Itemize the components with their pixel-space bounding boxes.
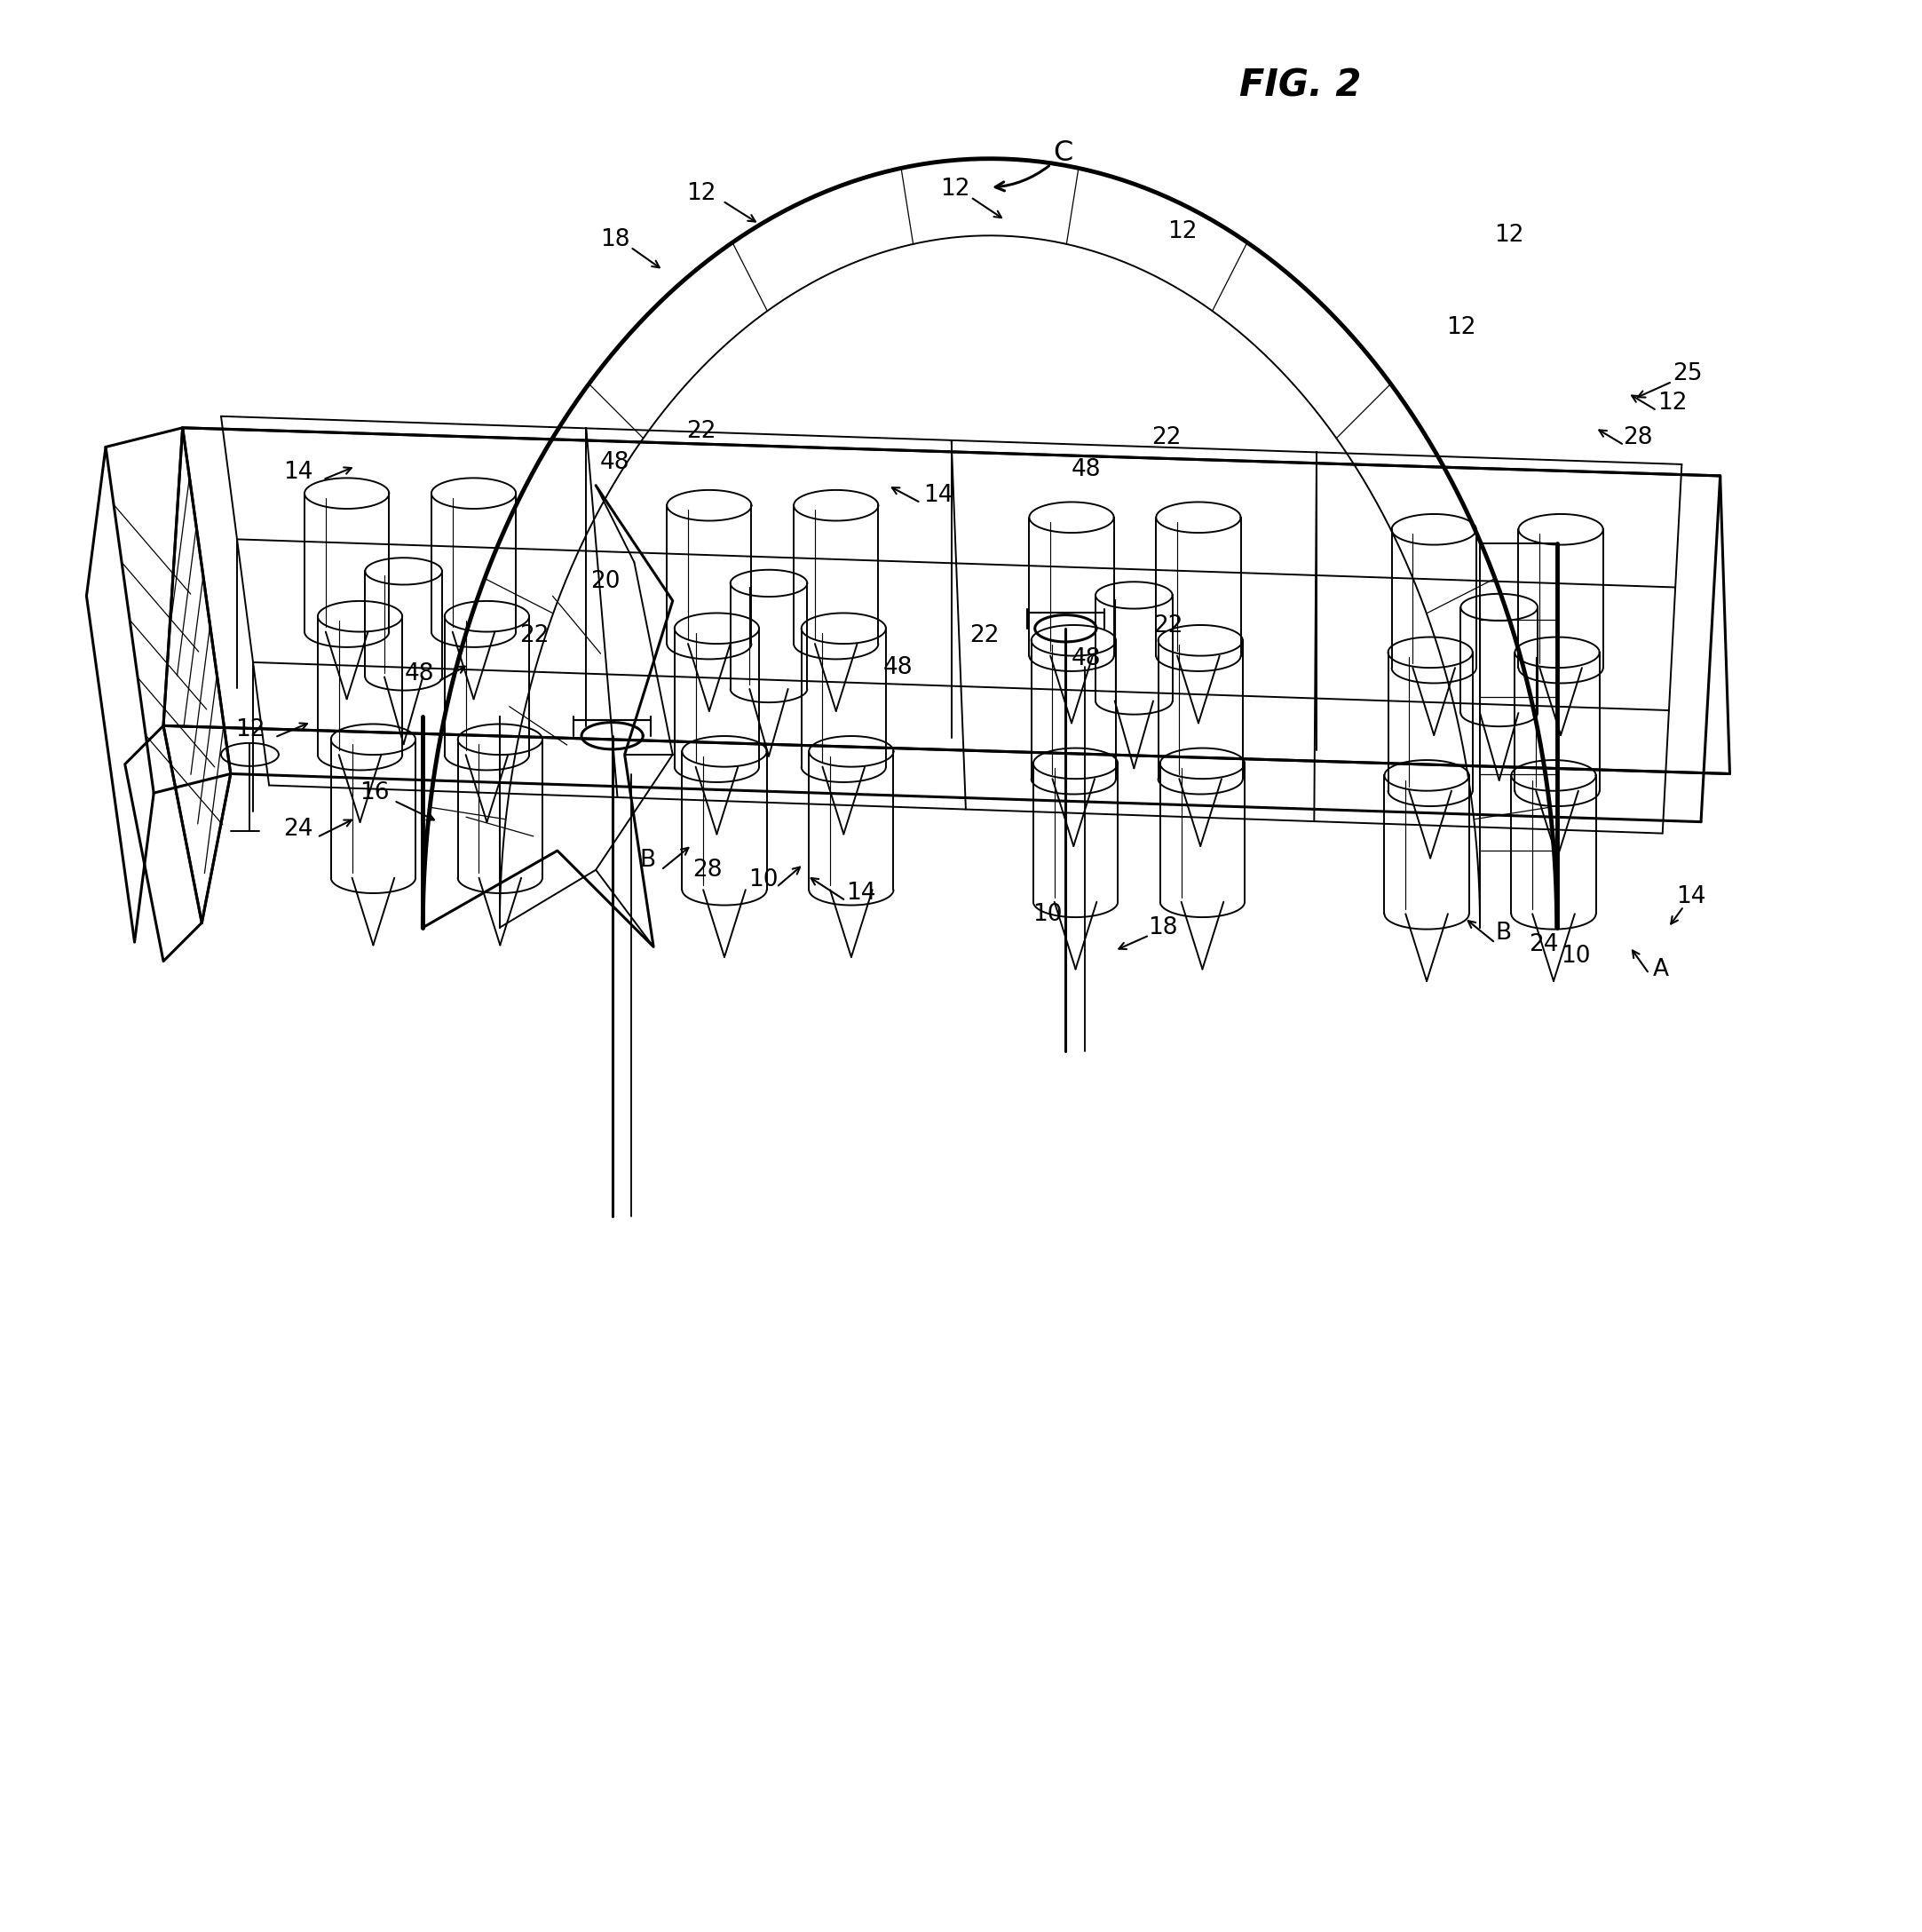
Text: 28: 28 [692,858,723,881]
Text: 14: 14 [846,881,876,904]
Text: 12: 12 [234,719,265,742]
Text: 10: 10 [1032,902,1063,925]
Text: 20: 20 [590,570,621,593]
Text: 48: 48 [1071,647,1101,670]
Text: B: B [1495,922,1511,945]
Text: 12: 12 [940,178,971,201]
Text: 48: 48 [1071,458,1101,481]
Text: 48: 48 [404,663,434,686]
Text: 12: 12 [1657,392,1688,413]
Text: 12: 12 [1167,220,1197,243]
Text: FIG. 2: FIG. 2 [1240,68,1361,104]
Text: 14: 14 [923,483,953,506]
Text: 10: 10 [1561,945,1591,968]
Text: 22: 22 [1153,614,1184,638]
Text: 25: 25 [1672,363,1703,386]
Text: 12: 12 [1493,224,1524,247]
Text: 12: 12 [1445,317,1476,340]
Text: 24: 24 [283,817,313,840]
Text: 22: 22 [686,419,717,442]
Text: 22: 22 [969,624,999,647]
Text: 10: 10 [748,867,778,891]
Text: 28: 28 [1622,425,1653,448]
Text: 22: 22 [1151,425,1182,448]
Text: 14: 14 [283,460,313,483]
Text: 18: 18 [1147,916,1178,939]
Text: 16: 16 [359,781,390,804]
Text: 18: 18 [600,228,630,251]
Text: 22: 22 [519,624,550,647]
Text: 14: 14 [1676,885,1707,908]
Text: C: C [996,139,1072,191]
Text: B: B [640,848,655,871]
Text: 12: 12 [686,182,717,205]
Text: 48: 48 [600,450,630,473]
Text: A: A [1653,958,1668,981]
Text: 24: 24 [1528,933,1559,956]
Text: 48: 48 [882,657,913,680]
